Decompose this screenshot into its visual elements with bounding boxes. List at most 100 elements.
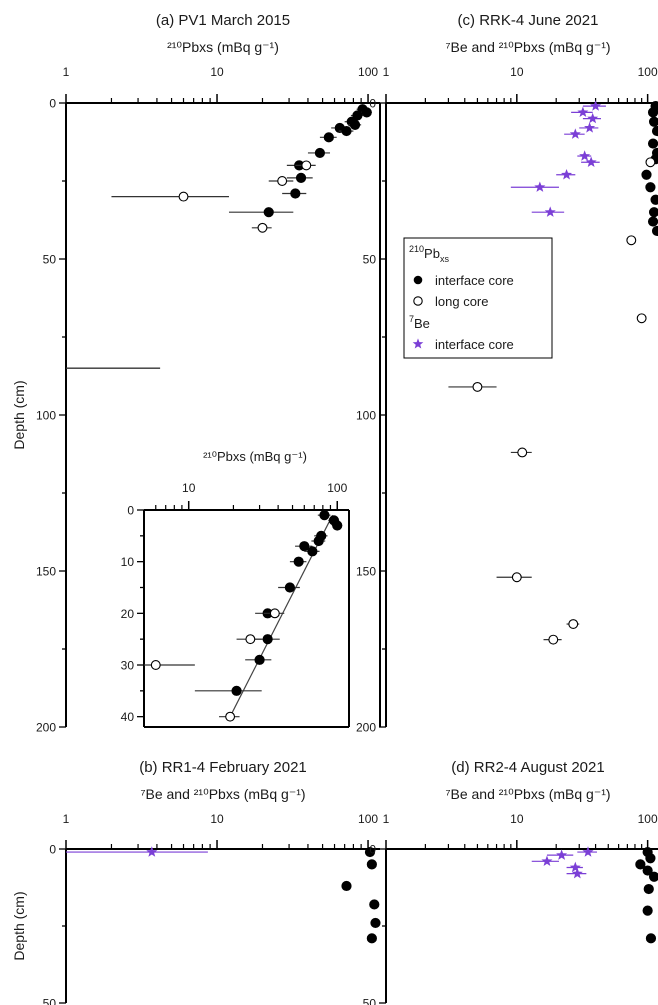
data-point-open bbox=[645, 157, 656, 168]
data-point-open bbox=[301, 160, 312, 171]
series bbox=[448, 157, 656, 645]
y-tick-label: 200 bbox=[36, 721, 56, 735]
data-point-filled bbox=[349, 119, 361, 130]
data-point-filled bbox=[366, 933, 377, 944]
data-point-filled bbox=[254, 654, 265, 665]
data-point-open bbox=[472, 381, 483, 392]
data-point-filled bbox=[647, 216, 658, 227]
data-point-filled bbox=[642, 865, 653, 876]
y-tick-label: 0 bbox=[49, 97, 56, 111]
data-point-filled bbox=[262, 634, 273, 645]
x-tick-label: 1 bbox=[63, 812, 70, 826]
x-tick-label: 10 bbox=[510, 812, 524, 826]
data-point-filled bbox=[314, 147, 326, 159]
x-tick-label: 1 bbox=[383, 812, 390, 826]
x-tick-label: 1 bbox=[63, 65, 70, 79]
data-point-filled bbox=[648, 207, 658, 218]
y-tick-label: 50 bbox=[43, 253, 57, 267]
data-point-star bbox=[587, 112, 599, 124]
data-point-filled bbox=[299, 541, 310, 552]
data-point-star bbox=[579, 150, 591, 161]
legend-label: interface core bbox=[435, 273, 514, 288]
panel-a-inset: 10 100 0 10 20 30 40 ²¹⁰Pbxs (mBq g⁻¹) bbox=[121, 449, 350, 728]
series bbox=[66, 846, 208, 857]
data-point-open bbox=[568, 619, 579, 629]
data-point-filled bbox=[370, 917, 381, 929]
data-point-filled bbox=[352, 110, 363, 121]
y-tick-label: 50 bbox=[363, 253, 377, 267]
data-point-open bbox=[517, 447, 528, 458]
x-axis-label: ⁷Be and ²¹⁰Pbxs (mBq g⁻¹) bbox=[140, 786, 305, 802]
legend-box bbox=[403, 237, 553, 359]
panel-a: 1 10 100 0 50 100 150 200 (a) PV1 March 2015 ²¹⁰P… bbox=[11, 12, 381, 735]
y-tick-label: 200 bbox=[356, 721, 376, 735]
x-tick-label: 100 bbox=[638, 65, 658, 79]
data-point-filled bbox=[645, 182, 656, 193]
data-point-star bbox=[544, 206, 556, 217]
series bbox=[341, 846, 381, 944]
data-point-filled bbox=[366, 859, 377, 870]
data-point-star bbox=[541, 855, 553, 867]
data-point-open bbox=[277, 176, 288, 186]
series bbox=[510, 100, 606, 217]
y-tick-label: 150 bbox=[356, 565, 376, 579]
y-tick-label: 50 bbox=[363, 997, 377, 1005]
series bbox=[635, 846, 658, 944]
panel-title: (a) PV1 March 2015 bbox=[156, 12, 290, 29]
data-point-open bbox=[548, 634, 559, 645]
series bbox=[228, 104, 372, 218]
series bbox=[531, 846, 597, 879]
y-axis-label: Depth (cm) bbox=[11, 891, 27, 960]
data-point-open bbox=[626, 235, 637, 246]
series bbox=[194, 510, 343, 696]
legend-marker-open bbox=[413, 296, 423, 306]
legend-marker-star bbox=[412, 338, 424, 349]
panel-title: (d) RR2-4 August 2021 bbox=[451, 759, 604, 776]
panel-title: (b) RR1-4 February 2021 bbox=[139, 759, 307, 776]
x-axis-label: ²¹⁰Pbxs (mBq g⁻¹) bbox=[203, 449, 307, 464]
x-tick-label: 10 bbox=[210, 812, 224, 826]
data-point-open bbox=[178, 191, 189, 202]
data-point-filled bbox=[341, 125, 352, 137]
y-tick-label: 0 bbox=[49, 843, 56, 857]
data-point-star bbox=[556, 849, 568, 860]
y-tick-label: 30 bbox=[121, 659, 135, 673]
data-point-filled bbox=[341, 880, 352, 892]
data-point-filled bbox=[361, 107, 372, 118]
data-point-filled bbox=[290, 188, 301, 199]
y-tick-label: 100 bbox=[356, 409, 376, 423]
data-point-filled bbox=[648, 871, 658, 882]
legend-marker-filled bbox=[413, 275, 423, 285]
x-axis-label: ²¹⁰Pbxs (mBq g⁻¹) bbox=[167, 39, 279, 55]
data-point-open bbox=[225, 711, 236, 722]
data-point-filled bbox=[645, 853, 656, 864]
data-point-star bbox=[534, 181, 546, 192]
legend-label: interface core bbox=[435, 337, 514, 352]
y-tick-label: 100 bbox=[36, 409, 56, 423]
data-point-filled bbox=[642, 905, 653, 916]
data-point-filled bbox=[313, 535, 324, 547]
data-point-star bbox=[569, 861, 581, 873]
data-point-open bbox=[269, 608, 280, 619]
data-point-filled bbox=[323, 132, 334, 143]
data-point-filled bbox=[647, 107, 658, 118]
x-tick-label: 100 bbox=[358, 812, 378, 826]
y-tick-label: 40 bbox=[121, 710, 135, 724]
data-point-star bbox=[577, 106, 589, 118]
panel-c: 1 10 100 0 50 100 150 200 (c) RRK-4 June 2021 ⁷Be… bbox=[356, 12, 658, 735]
legend-group-title: 7Be bbox=[409, 314, 430, 331]
x-tick-label: 1 bbox=[383, 65, 390, 79]
y-tick-label: 10 bbox=[121, 555, 135, 569]
data-point-filled bbox=[650, 194, 658, 205]
legend-label: long core bbox=[435, 294, 488, 309]
data-point-filled bbox=[263, 207, 274, 218]
data-point-star bbox=[571, 867, 583, 879]
data-point-star bbox=[584, 122, 596, 133]
x-tick-label: 10 bbox=[210, 65, 224, 79]
series bbox=[144, 608, 285, 722]
x-axis-label: ⁷Be and ²¹⁰Pbxs (mBq g⁻¹) bbox=[445, 786, 610, 802]
data-point-filled bbox=[332, 520, 343, 531]
panel-d: 1 10 100 0 50 (d) RR2-4 August 2021 ⁷Be and ²¹… bbox=[363, 759, 658, 1005]
data-point-open bbox=[150, 660, 161, 670]
